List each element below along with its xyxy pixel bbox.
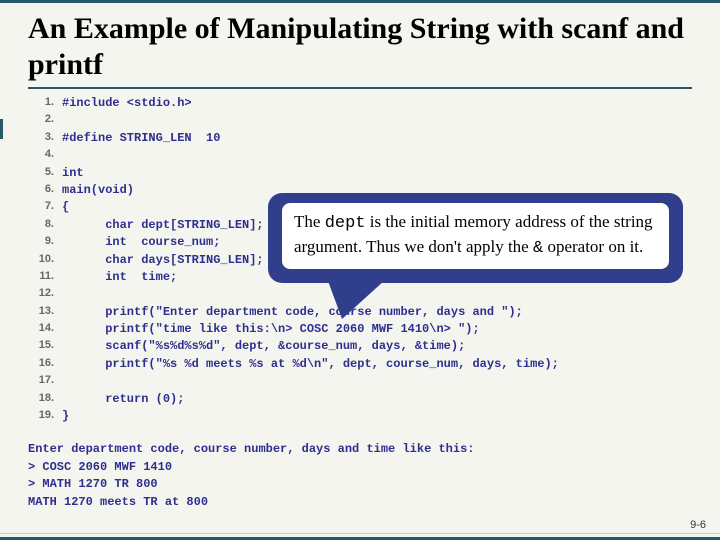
code-line <box>62 112 692 129</box>
line-number: 15. <box>28 338 54 355</box>
program-output: Enter department code, course number, da… <box>28 441 692 511</box>
line-number: 13. <box>28 304 54 321</box>
code-line: scanf("%s%d%s%d", dept, &course_num, day… <box>62 338 692 355</box>
code-line: printf("time like this:\n> COSC 2060 MWF… <box>62 321 692 338</box>
code-line <box>62 147 692 164</box>
slide-title: An Example of Manipulating String with s… <box>28 11 692 83</box>
line-number: 16. <box>28 356 54 373</box>
output-line: > MATH 1270 TR 800 <box>28 476 692 493</box>
line-number: 4. <box>28 147 54 164</box>
line-number: 18. <box>28 391 54 408</box>
callout-text: The dept is the initial memory address o… <box>282 203 669 269</box>
code-line <box>62 373 692 390</box>
code-line: printf("%s %d meets %s at %d\n", dept, c… <box>62 356 692 373</box>
line-number: 19. <box>28 408 54 425</box>
callout-mono: dept <box>325 214 366 233</box>
output-line: > COSC 2060 MWF 1410 <box>28 459 692 476</box>
line-number: 8. <box>28 217 54 234</box>
callout-text-part: operator on it. <box>543 237 643 256</box>
line-number: 3. <box>28 130 54 147</box>
code-line: int <box>62 165 692 182</box>
line-number-gutter: 1. 2. 3. 4. 5. 6. 7. 8. 9. 10. 11. 12. 1… <box>28 95 62 425</box>
line-number: 11. <box>28 269 54 286</box>
callout-bubble: The dept is the initial memory address o… <box>268 193 683 283</box>
code-line: return (0); <box>62 391 692 408</box>
line-number: 7. <box>28 199 54 216</box>
code-line: } <box>62 408 692 425</box>
line-number: 14. <box>28 321 54 338</box>
line-number: 6. <box>28 182 54 199</box>
callout-mono: & <box>533 239 543 258</box>
callout-text-part: The <box>294 212 325 231</box>
left-accent <box>0 119 3 139</box>
code-line: #define STRING_LEN 10 <box>62 130 692 147</box>
line-number: 10. <box>28 252 54 269</box>
line-number: 9. <box>28 234 54 251</box>
line-number: 5. <box>28 165 54 182</box>
line-number: 12. <box>28 286 54 303</box>
code-line: #include <stdio.h> <box>62 95 692 112</box>
line-number: 1. <box>28 95 54 112</box>
line-number: 2. <box>28 112 54 129</box>
line-number: 17. <box>28 373 54 390</box>
title-rule <box>28 87 692 89</box>
bottom-accent <box>0 533 720 534</box>
callout-tail <box>328 281 384 319</box>
output-line: Enter department code, course number, da… <box>28 441 692 458</box>
page-number: 9-6 <box>690 519 706 531</box>
output-line: MATH 1270 meets TR at 800 <box>28 494 692 511</box>
